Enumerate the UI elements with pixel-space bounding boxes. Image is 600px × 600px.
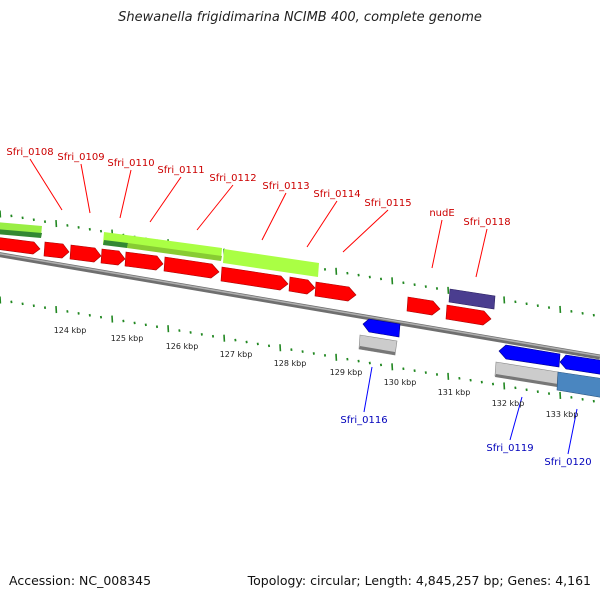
- kbp-label: 126 kbp: [166, 342, 199, 351]
- accession-text: Accession: NC_008345: [9, 573, 152, 588]
- leader-line: [431, 219, 443, 269]
- cds-arrow: [445, 304, 492, 326]
- cds-arrow: [69, 244, 102, 263]
- cds-arrow-reverse: [498, 344, 561, 368]
- page-title: Shewanella frigidimarina NCIMB 400, comp…: [118, 10, 482, 25]
- leader-line: [567, 408, 578, 455]
- gene-label: Sfri_0112: [209, 173, 256, 184]
- nude-feature-block: [448, 288, 496, 310]
- topology-text: Topology: circular; Length: 4,845,257 bp…: [247, 573, 591, 588]
- gene-label-reverse: Sfri_0119: [486, 443, 533, 454]
- cds-arrow: [43, 241, 70, 259]
- label-leader-lines: [29, 158, 578, 455]
- cds-arrow-reverse: [559, 354, 600, 375]
- cds-arrow: [220, 266, 289, 291]
- cds-arrow-reverse: [362, 318, 401, 338]
- leader-line: [119, 169, 132, 219]
- cds-arrow: [314, 281, 357, 302]
- gene-label: Sfri_0118: [463, 217, 510, 228]
- kbp-label: 129 kbp: [330, 368, 363, 377]
- gene-label: Sfri_0110: [107, 158, 154, 169]
- gene-label: Sfri_0111: [157, 165, 204, 176]
- leader-line: [342, 209, 389, 253]
- feature-bar-shadow: [0, 229, 42, 238]
- leader-line: [261, 192, 287, 241]
- kbp-scale-labels: 124 kbp 125 kbp 126 kbp 127 kbp 128 kbp 129 k…: [54, 326, 579, 419]
- feature-bar-shadow: [103, 240, 128, 248]
- gene-label: Sfri_0113: [262, 181, 309, 192]
- gene-label: Sfri_0108: [6, 147, 53, 158]
- genome-backbone: [0, 252, 600, 360]
- kbp-label: 133 kbp: [546, 410, 579, 419]
- blue-feature: [556, 371, 600, 398]
- cds-arrow: [288, 276, 316, 295]
- cds-arrow: [124, 251, 164, 271]
- reverse-cds-arrows: [358, 318, 600, 398]
- gene-label: Sfri_0114: [313, 189, 360, 200]
- leader-line: [475, 228, 488, 278]
- leader-line: [306, 200, 338, 248]
- leader-line: [149, 176, 182, 223]
- leader-line: [29, 158, 63, 211]
- cds-arrow: [163, 256, 220, 279]
- leader-line: [80, 163, 91, 214]
- reverse-gene-labels: Sfri_0116 Sfri_0119 Sfri_0120: [340, 415, 591, 468]
- gene-label-reverse: Sfri_0120: [544, 457, 591, 468]
- gene-label: Sfri_0115: [364, 198, 411, 209]
- kbp-label: 132 kbp: [492, 399, 525, 408]
- leader-line: [509, 396, 523, 441]
- feature-bar: [223, 249, 319, 277]
- gene-label: Sfri_0109: [57, 152, 104, 163]
- grey-feature-shadow: [495, 374, 558, 387]
- kbp-label: 130 kbp: [384, 378, 417, 387]
- kbp-label: 125 kbp: [111, 334, 144, 343]
- leader-line: [363, 366, 373, 413]
- leader-line: [196, 184, 234, 231]
- kbp-label: 128 kbp: [274, 359, 307, 368]
- inner-tick-ring: [0, 296, 595, 403]
- grey-feature-shadow: [359, 346, 395, 355]
- feature-bar-shadow: [127, 243, 222, 261]
- forward-cds-arrows: [0, 237, 496, 326]
- feature-bars: [0, 222, 319, 277]
- cds-arrow: [406, 296, 441, 316]
- genome-backbone-highlight: [0, 252, 600, 357]
- gene-label-reverse: Sfri_0116: [340, 415, 387, 426]
- gene-label: nudE: [429, 208, 454, 219]
- cds-arrow: [100, 248, 126, 266]
- kbp-label: 124 kbp: [54, 326, 87, 335]
- kbp-label: 131 kbp: [438, 388, 471, 397]
- kbp-label: 127 kbp: [220, 350, 253, 359]
- cds-arrow: [0, 237, 41, 255]
